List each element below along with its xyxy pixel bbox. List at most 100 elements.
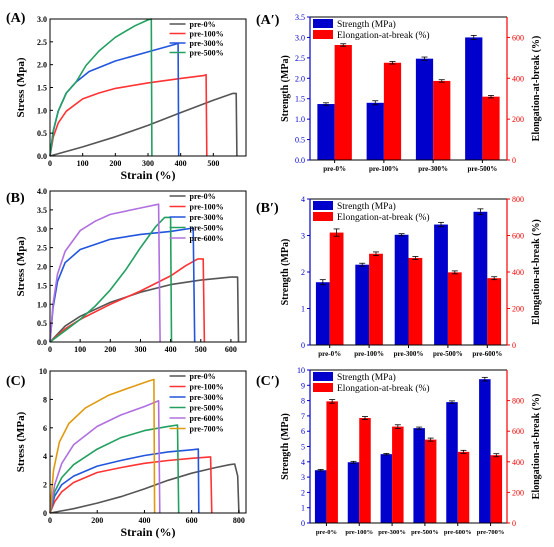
y-tick-label: 3.0	[295, 33, 305, 42]
elongation-bar-pre-300%	[392, 426, 404, 523]
y-tick-label: 3.5	[37, 206, 47, 215]
legend-entry: pre-500%	[190, 224, 224, 233]
y-tick-label: 8	[301, 397, 305, 406]
x-tick-label: 500	[195, 345, 207, 354]
x-tick-label: 100	[74, 345, 86, 354]
y-tick-label: 0	[301, 341, 305, 350]
y-tick-label: 4.0	[37, 187, 47, 196]
error-bar	[481, 376, 488, 382]
x-tick-label: 200	[91, 516, 103, 525]
y2-tick-label: 600	[512, 232, 524, 241]
y-axis-label: Strength (MPa)	[280, 55, 291, 122]
legend-entry: pre-700%	[190, 425, 224, 434]
y-tick-label: 3	[301, 473, 305, 482]
error-bar	[487, 95, 494, 99]
y-tick-label: 1.5	[295, 95, 305, 104]
panel-label: (A)	[6, 11, 26, 26]
x-tick-label: 600	[225, 345, 237, 354]
panel-label: (B′)	[256, 201, 279, 216]
y-tick-label: 9	[301, 381, 305, 390]
strength-bar-pre-100%	[347, 462, 360, 523]
error-bar	[427, 437, 434, 442]
y2-tick-label: 0	[512, 156, 516, 165]
y-tick-label: 10	[297, 366, 305, 375]
y-tick-label: 2.0	[37, 61, 47, 70]
error-bar	[460, 449, 467, 454]
legend-entry: Strength (MPa)	[337, 19, 396, 30]
category-label: pre-100%	[354, 350, 384, 358]
legend-entry: Strength (MPa)	[337, 372, 396, 383]
series-line-pre-100%	[49, 258, 206, 343]
error-bar	[493, 453, 500, 458]
y-tick-label: 4	[301, 458, 305, 467]
error-bar	[340, 43, 347, 47]
category-label: pre-500%	[433, 350, 463, 358]
series-line-pre-600%	[49, 203, 161, 343]
elongation-bar-pre-300%	[433, 80, 451, 160]
legend-entry: pre-600%	[190, 414, 224, 423]
category-label: pre-700%	[477, 529, 505, 536]
error-bar	[451, 270, 458, 275]
legend-entry: Elongation-at-break (%)	[337, 30, 430, 41]
strength-bar-pre-600%	[446, 402, 458, 523]
y2-tick-label: 400	[512, 268, 524, 277]
y2-tick-label: 800	[512, 397, 524, 406]
series-line-pre-100%	[49, 456, 213, 514]
y-tick-label: 3.0	[37, 225, 47, 234]
legend-swatch	[313, 30, 333, 39]
y-tick-label: 0	[301, 519, 305, 528]
elongation-bar-pre-100%	[359, 418, 371, 523]
y-tick-label: 10	[39, 367, 47, 376]
error-bar	[421, 56, 428, 61]
legend: Strength (MPa)Elongation-at-break (%)	[313, 19, 430, 41]
y-tick-label: 2	[301, 488, 305, 497]
series-line-pre-600%	[49, 400, 161, 514]
category-label: pre-100%	[345, 529, 373, 536]
y-tick-label: 3	[301, 232, 305, 241]
x-tick-label: 200	[104, 345, 116, 354]
legend-entry: pre-0%	[190, 372, 216, 381]
legend-entry: pre-100%	[190, 203, 224, 212]
y-tick-label: 0	[43, 509, 47, 518]
panel-A: (A) 0 100 200 300 400 500 0.0 0.5 1.0 1.5 2.0 2.5 3.0…	[6, 11, 247, 182]
y2-axis-label: Elongation-at-break (%)	[531, 36, 542, 142]
y-tick-label: 2.0	[295, 74, 305, 83]
y2-tick-label: 200	[512, 115, 524, 124]
error-bar	[416, 426, 423, 430]
strength-bar-pre-0%	[317, 104, 335, 160]
x-tick-label: 300	[134, 345, 146, 354]
error-bar	[470, 34, 477, 40]
y-tick-label: 2.0	[37, 263, 47, 272]
y-tick-label: 1.5	[37, 84, 47, 93]
strength-bar-pre-100%	[366, 102, 384, 160]
legend-entry: pre-0%	[190, 192, 216, 201]
error-bar	[317, 469, 324, 472]
x-tick-label: 400	[165, 345, 177, 354]
category-label: pre-100%	[369, 165, 399, 173]
legend-entry: pre-100%	[190, 383, 224, 392]
y-tick-label: 2	[43, 481, 47, 490]
y-axis-label: Stress (MPa)	[15, 411, 27, 472]
strength-bar-pre-500%	[413, 428, 425, 523]
error-bar	[491, 276, 498, 281]
y-tick-label: 0.0	[37, 152, 47, 161]
panel-Cp: (C′) pre-0% pre-100% pre-300% pre-500% pre-60…	[256, 366, 542, 536]
y2-tick-label: 800	[512, 195, 524, 204]
category-label: pre-300%	[394, 350, 424, 358]
legend-entry: pre-100%	[190, 30, 224, 39]
error-bar	[389, 61, 396, 65]
y-tick-label: 4	[43, 452, 47, 461]
y-tick-label: 1.5	[37, 281, 47, 290]
error-bar	[398, 233, 405, 237]
elongation-bar-pre-600%	[487, 278, 502, 345]
strength-bar-pre-0%	[315, 282, 330, 345]
x-tick-label: 500	[207, 159, 219, 168]
y-tick-label: 7	[301, 412, 305, 421]
x-tick-label: 0	[48, 516, 52, 525]
y-tick-label: 0.0	[295, 156, 305, 165]
y-tick-label: 0.5	[37, 319, 47, 328]
legend: pre-0% pre-100%pre-300% pre-500%pre-600%	[169, 192, 224, 243]
category-label: pre-300%	[378, 529, 406, 536]
category-label: pre-0%	[318, 350, 341, 358]
error-bar	[333, 228, 340, 237]
